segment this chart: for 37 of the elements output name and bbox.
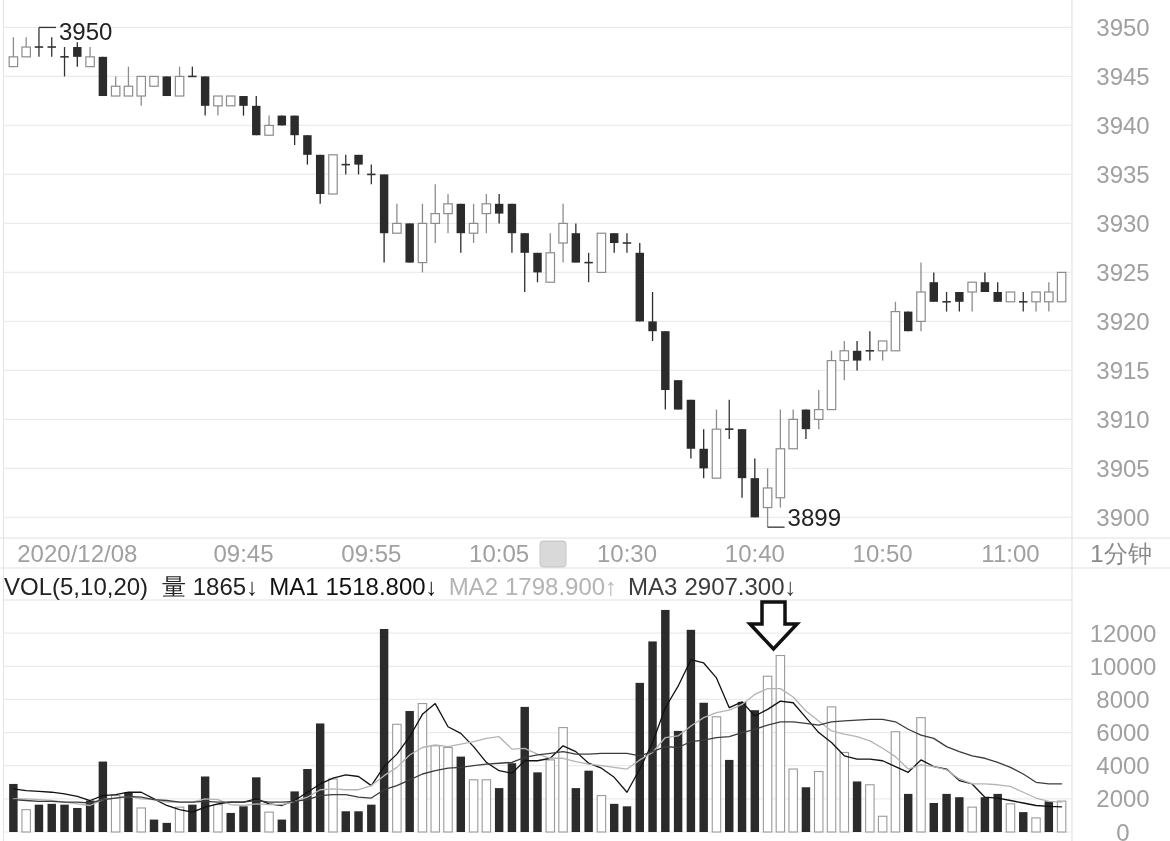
x-axis-title: 1分钟 — [1090, 539, 1152, 567]
text: MA1 — [269, 572, 319, 600]
text: 1518.800↓ — [325, 572, 438, 600]
text: MA2 — [448, 572, 498, 600]
x-tick-label: 10:30 — [596, 539, 658, 567]
y-tick-label: 3900 — [1096, 503, 1150, 531]
x-tick-label: 10:05 — [469, 539, 530, 567]
text: 2907.300↓ — [684, 572, 797, 600]
y-tick-label: 3945 — [1096, 62, 1150, 90]
y-tick-label: 3940 — [1096, 111, 1150, 139]
y-tick-label: 6000 — [1096, 719, 1150, 747]
x-tick-label: 10:50 — [852, 539, 913, 567]
annotation: 3899 — [787, 503, 841, 531]
x-tick-label: 2020/12/08 — [17, 539, 138, 567]
annotation: 3950 — [58, 17, 113, 45]
x-tick-label: 11:00 — [981, 539, 1040, 567]
y-tick-label: 3905 — [1096, 454, 1150, 482]
y-tick-label: 3950 — [1096, 13, 1150, 41]
y-tick-label: 8000 — [1096, 685, 1150, 713]
y-tick-label: 10000 — [1089, 652, 1157, 680]
x-tick-label: 09:45 — [213, 539, 274, 567]
y-tick-label: 3930 — [1096, 209, 1150, 237]
y-tick-label: 3910 — [1096, 405, 1150, 433]
y-tick-label: 3915 — [1096, 356, 1150, 384]
y-tick-label: 4000 — [1096, 752, 1150, 780]
chart-title: VOL(5,10,20) — [4, 572, 149, 600]
text: 1798.900↑ — [504, 572, 618, 600]
y-tick-label: 2000 — [1096, 785, 1150, 813]
x-tick-label: 09:55 — [341, 539, 402, 567]
y-tick-label: 12000 — [1089, 619, 1157, 647]
y-tick-label: 3920 — [1096, 307, 1150, 335]
y-tick-label: 0 — [1116, 818, 1130, 841]
text: 量 1865↓ — [162, 572, 259, 600]
y-tick-label: 3935 — [1096, 160, 1150, 188]
text: MA3 — [628, 572, 678, 600]
x-tick-label: 10:40 — [724, 539, 785, 567]
y-tick-label: 3925 — [1096, 258, 1150, 286]
